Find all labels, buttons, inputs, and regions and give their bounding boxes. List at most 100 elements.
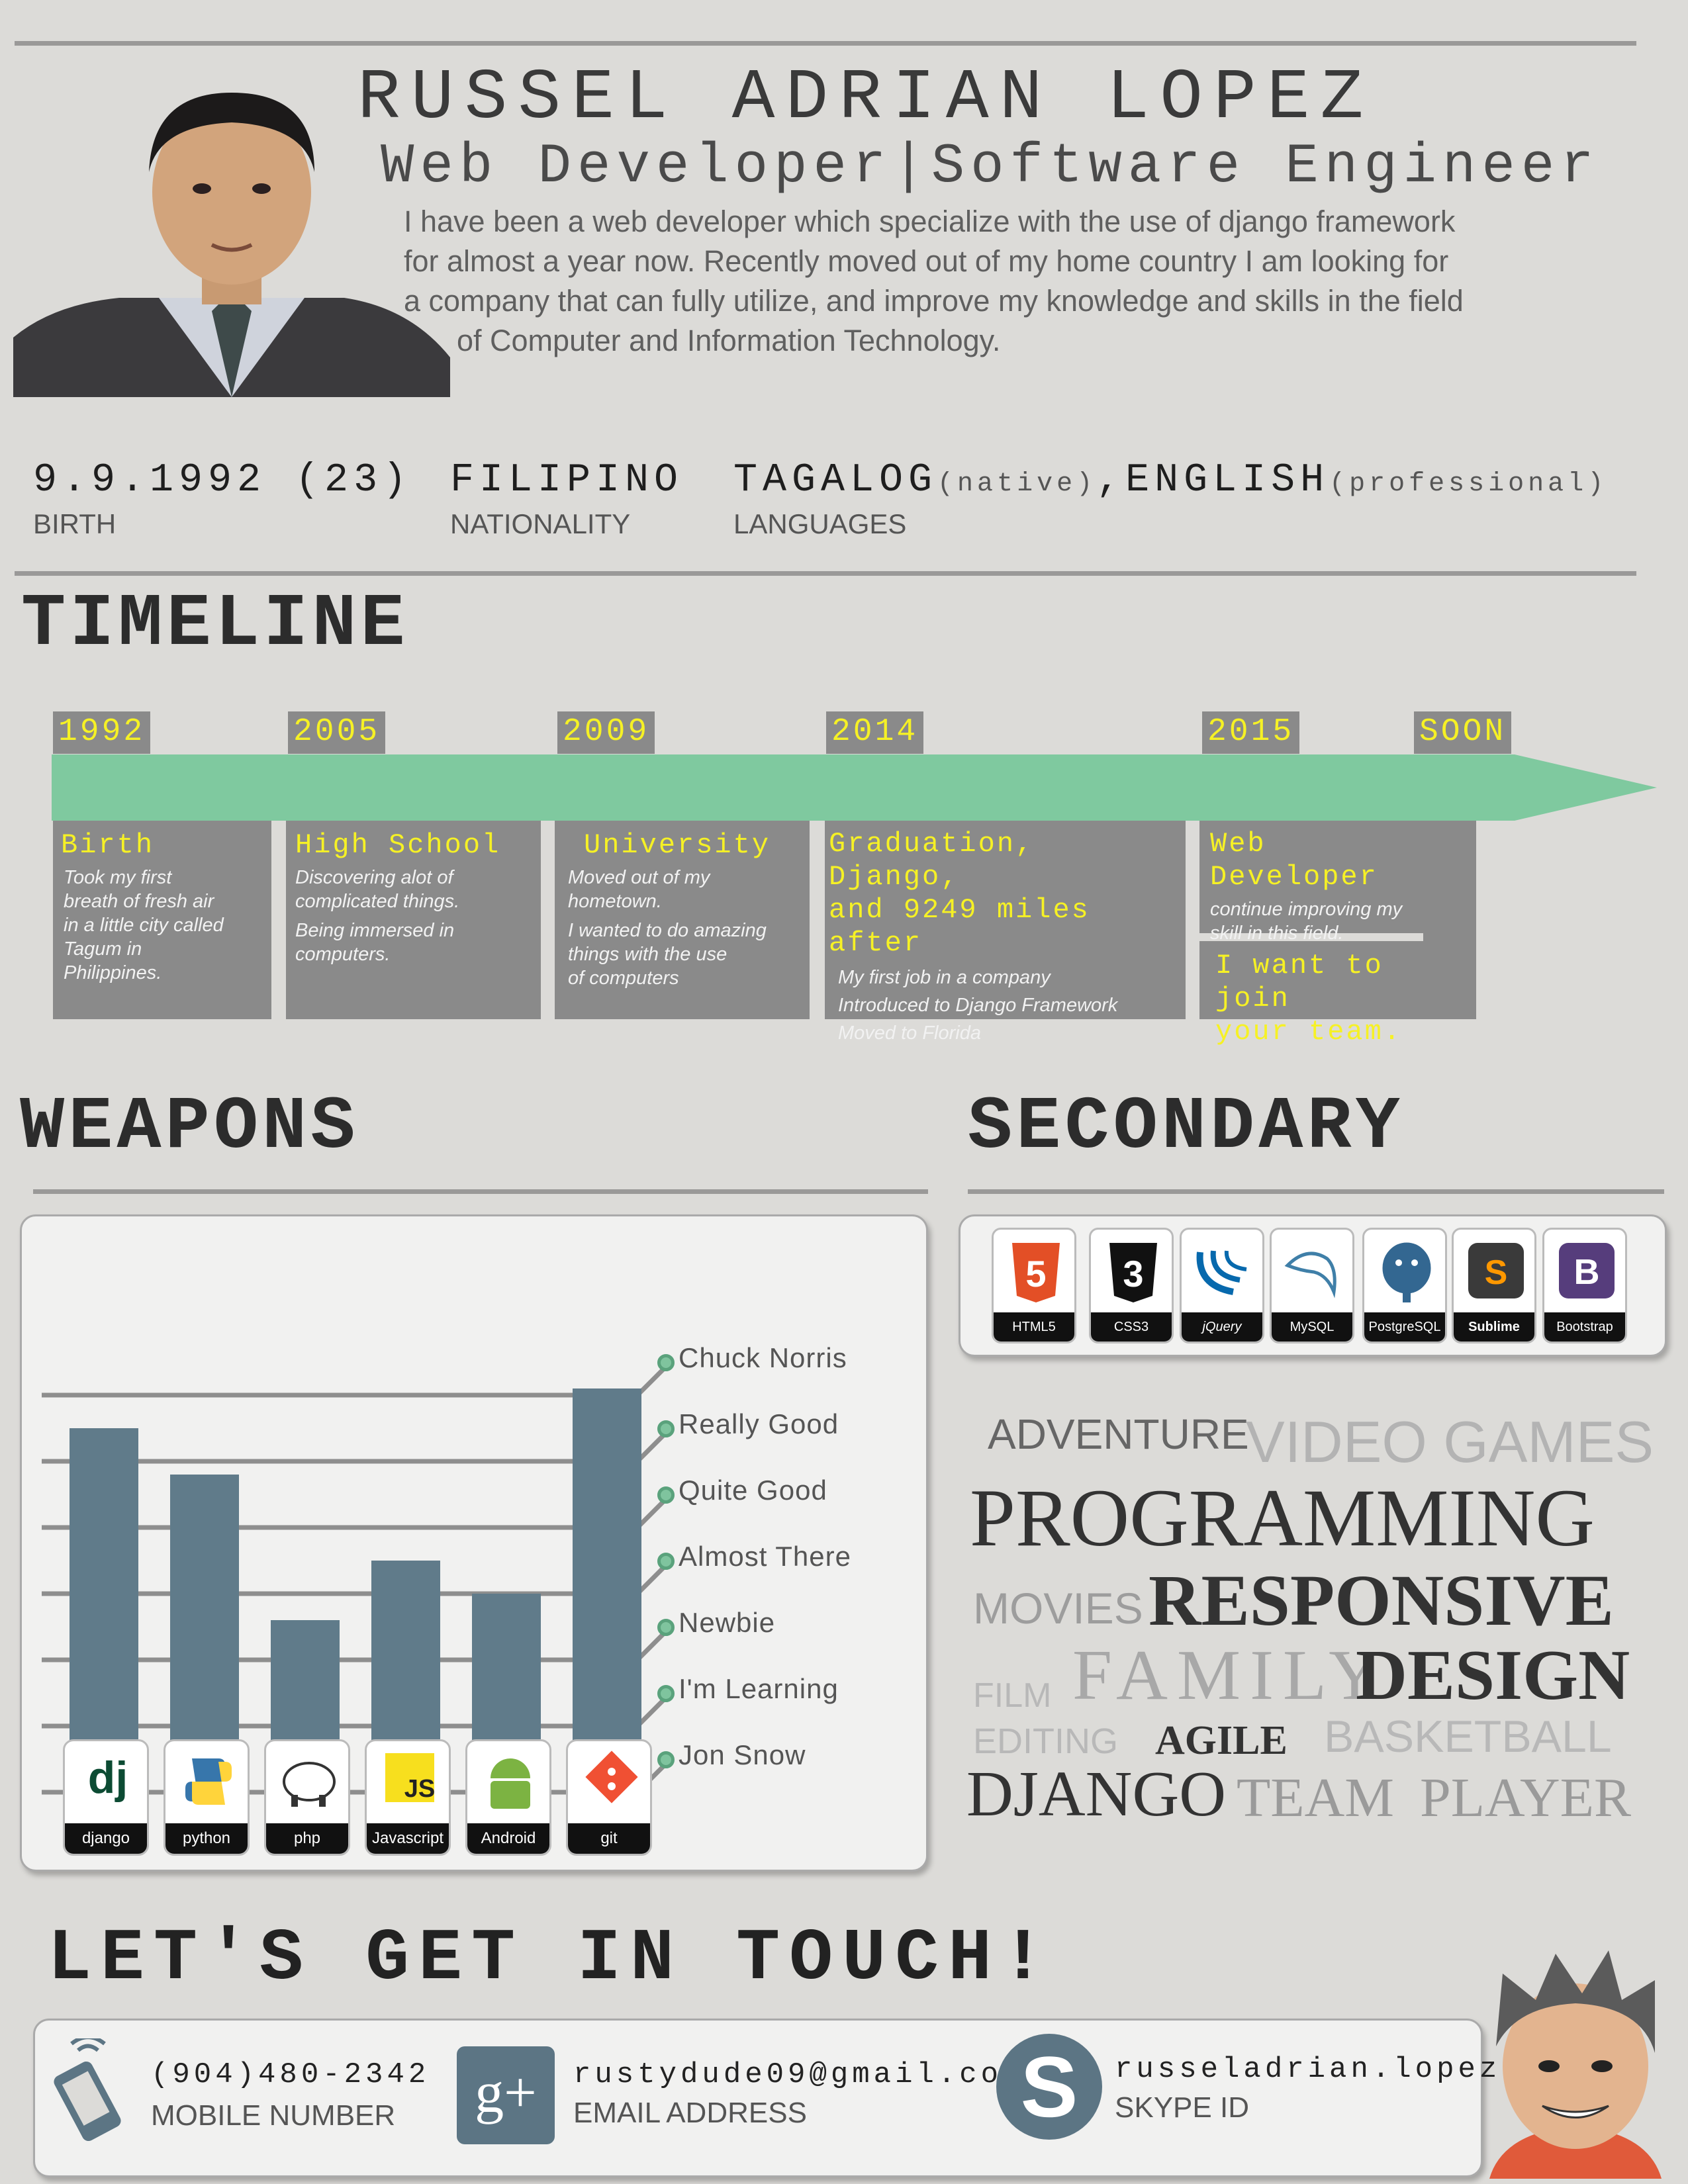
event-text: Moved to Florida xyxy=(838,1023,981,1044)
postgresql-label: PostgreSQL xyxy=(1364,1312,1445,1342)
language-english-level: (professional) xyxy=(1329,469,1608,499)
skill-tile-android: Android xyxy=(465,1739,551,1856)
skype-id[interactable]: russeladrian.lopez xyxy=(1115,2053,1501,2086)
timeline-event-university: University Moved out of my hometown. I w… xyxy=(555,821,810,1019)
weapons-title: WEAPONS xyxy=(20,1085,359,1169)
event-text: things with the use xyxy=(568,944,727,965)
svg-text:5: 5 xyxy=(1025,1253,1046,1295)
skill-level-dot xyxy=(657,1354,675,1371)
jquery-tile: jQuery xyxy=(1180,1228,1264,1343)
svg-text:JS: JS xyxy=(404,1775,435,1803)
skill-tile-python: python xyxy=(164,1739,250,1856)
nationality-label: NATIONALITY xyxy=(450,508,631,539)
timeline-year-2014: 2014 xyxy=(826,711,924,754)
timeline-year-2005: 2005 xyxy=(288,711,386,754)
google-plus-icon: g+ xyxy=(457,2046,555,2144)
event-text: computers. xyxy=(295,944,391,965)
secondary-title: SECONDARY xyxy=(968,1085,1404,1169)
birth-label: BIRTH xyxy=(33,508,117,539)
svg-text:3: 3 xyxy=(1123,1253,1143,1295)
skill-bar-git xyxy=(573,1388,641,1799)
skill-tile-django: dj django xyxy=(63,1739,149,1856)
email-address[interactable]: rustydude09@gmail.com xyxy=(573,2058,1024,2091)
sublime-label: Sublime Text xyxy=(1454,1312,1534,1342)
skill-level-label: I'm Learning xyxy=(679,1673,839,1704)
skill-tile-label: Android xyxy=(467,1823,549,1854)
event-heading: Birth xyxy=(61,829,155,861)
timeline-year-2015: 2015 xyxy=(1202,711,1300,754)
skill-level-dot xyxy=(657,1685,675,1702)
bio-line: of Computer and Information Technology. xyxy=(457,324,1001,357)
postgresql-tile: PostgreSQL xyxy=(1362,1228,1447,1343)
word-editing: EDITING xyxy=(973,1721,1119,1761)
event-text: Introduced to Django Framework xyxy=(838,995,1118,1016)
mobile-phone-icon xyxy=(54,2038,121,2142)
event-text: complicated things. xyxy=(295,891,460,912)
html5-icon: 5 xyxy=(1012,1243,1060,1302)
timeline-event-web-developer: Web Developer continue improving my skil… xyxy=(1199,821,1444,944)
event-text: Philippines. xyxy=(64,962,162,983)
bio-line: a company that can fully utilize, and im… xyxy=(404,284,1464,318)
secondary-rule xyxy=(968,1189,1664,1194)
language-tagalog-level: (native) xyxy=(937,469,1097,499)
mysql-label: MySQL xyxy=(1272,1312,1352,1342)
skill-tile-javascript: JS Javascript xyxy=(365,1739,451,1856)
skill-level-label: Quite Good xyxy=(679,1475,827,1506)
css3-label: CSS3 xyxy=(1091,1312,1172,1342)
mysql-icon xyxy=(1284,1251,1336,1298)
skill-tile-label: php xyxy=(266,1823,348,1854)
event-text: Discovering alot of xyxy=(295,867,453,888)
word-video-games: VIDEO GAMES xyxy=(1246,1409,1654,1475)
event-text: in a little city called xyxy=(64,915,224,936)
sublime-text-icon: S xyxy=(1468,1243,1524,1298)
event-heading: Web Developer xyxy=(1210,828,1378,893)
language-tagalog: TAGALOG xyxy=(733,458,938,503)
git-icon xyxy=(585,1751,638,1803)
event-text: I wanted to do amazing xyxy=(568,920,767,941)
profile-photo xyxy=(13,46,450,397)
weapons-rule xyxy=(33,1189,928,1194)
event-text: hometown. xyxy=(568,891,662,912)
timeline-title: TIMELINE xyxy=(21,582,409,666)
timeline-year-1992: 1992 xyxy=(53,711,151,754)
event-text: skill in this field. xyxy=(1210,923,1344,944)
language-english: ENGLISH xyxy=(1125,458,1330,503)
skill-tile-php: php xyxy=(264,1739,350,1856)
languages-label: LANGUAGES xyxy=(733,508,907,539)
event-text: Tagum in xyxy=(64,938,142,960)
word-team: TEAM xyxy=(1237,1767,1394,1829)
phone-label: MOBILE NUMBER xyxy=(151,2099,396,2132)
contact-panel xyxy=(33,2019,1483,2177)
timeline-event-high-school: High School Discovering alot of complica… xyxy=(286,821,541,1019)
skill-level-dot xyxy=(657,1619,675,1636)
email-label: EMAIL ADDRESS xyxy=(573,2097,807,2129)
skill-level-dot xyxy=(657,1486,675,1504)
word-agile: AGILE xyxy=(1155,1718,1288,1763)
word-django: DJANGO xyxy=(966,1758,1226,1830)
django-icon: dj xyxy=(88,1752,128,1803)
svg-text:dj: dj xyxy=(88,1752,128,1803)
event-text: breath of fresh air xyxy=(64,891,214,912)
bootstrap-tile: B Bootstrap xyxy=(1542,1228,1627,1343)
phone-number[interactable]: (904)480-2342 xyxy=(151,2058,430,2091)
word-adventure: ADVENTURE xyxy=(988,1410,1249,1458)
soon-text: I want to join xyxy=(1215,950,1383,1015)
skype-label: SKYPE ID xyxy=(1115,2091,1249,2124)
postgresql-icon xyxy=(1380,1240,1433,1302)
php-icon xyxy=(283,1762,336,1807)
event-text: Moved out of my xyxy=(568,867,710,888)
timeline-event-birth: Birth Took my first breath of fresh air … xyxy=(53,821,271,1019)
bio-paragraph: I have been a web developer which specia… xyxy=(404,202,1609,361)
word-movies: MOVIES xyxy=(973,1584,1143,1633)
html5-tile: 5 HTML5 xyxy=(992,1228,1076,1343)
skill-level-label: Jon Snow xyxy=(679,1739,806,1770)
event-text: Being immersed in xyxy=(295,920,455,941)
skill-tile-git: git xyxy=(566,1739,652,1856)
language-separator: , xyxy=(1096,458,1126,503)
skill-level-label: Really Good xyxy=(679,1408,839,1439)
skill-level-dot xyxy=(657,1751,675,1768)
svg-text:B: B xyxy=(1574,1252,1600,1292)
event-heading: and 9249 miles after xyxy=(829,894,1090,959)
timeline-event-graduation: Graduation, Django, and 9249 miles after… xyxy=(825,821,1186,1044)
timeline-year-2009: 2009 xyxy=(557,711,655,754)
